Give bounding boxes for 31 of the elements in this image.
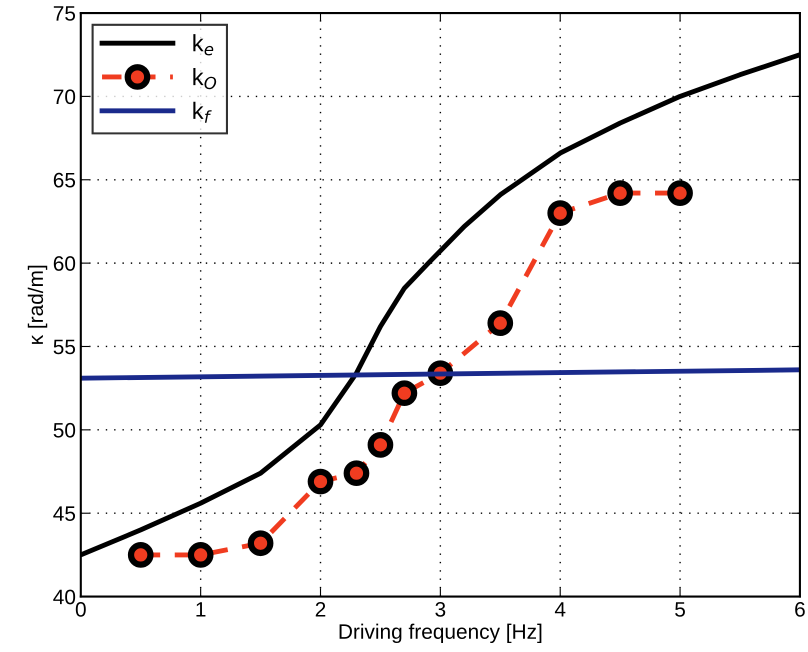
point <box>667 180 693 206</box>
x-tick-label: 2 <box>316 602 326 617</box>
point <box>308 468 334 494</box>
y-tick-label: 70 <box>54 89 76 104</box>
point <box>248 530 274 556</box>
y-tick-label: 65 <box>54 172 76 188</box>
y-tick-label: 40 <box>53 590 76 604</box>
y-tick-label: 45 <box>53 506 76 521</box>
y-tick-label: 60 <box>54 256 76 271</box>
x-tick-label: 4 <box>554 602 566 617</box>
point <box>392 380 418 406</box>
x-tick-label: 0 <box>76 602 86 617</box>
x-tick-label: 6 <box>795 602 805 617</box>
point <box>547 200 574 226</box>
point <box>368 432 394 458</box>
x-tick-label: 3 <box>435 602 446 617</box>
point <box>344 460 370 486</box>
y-axis-title: κ [rad/m] <box>28 266 48 344</box>
legend-label: k$_{O}$ <box>193 68 216 90</box>
y-tick-label: 50 <box>54 422 76 438</box>
legend-label: k$_{f}$ <box>193 102 212 123</box>
y-tick-label: 55 <box>54 340 76 354</box>
x-tick-label: 5 <box>675 602 685 617</box>
x-tick-label: 1 <box>196 602 206 617</box>
legend-label: k$_{e}$ <box>193 34 214 56</box>
point <box>128 542 154 568</box>
point <box>487 310 514 336</box>
point <box>188 542 214 568</box>
y-tick-label: 75 <box>54 6 76 21</box>
x-axis-title: Driving frequency [Hz] <box>340 624 542 644</box>
point <box>607 180 633 206</box>
